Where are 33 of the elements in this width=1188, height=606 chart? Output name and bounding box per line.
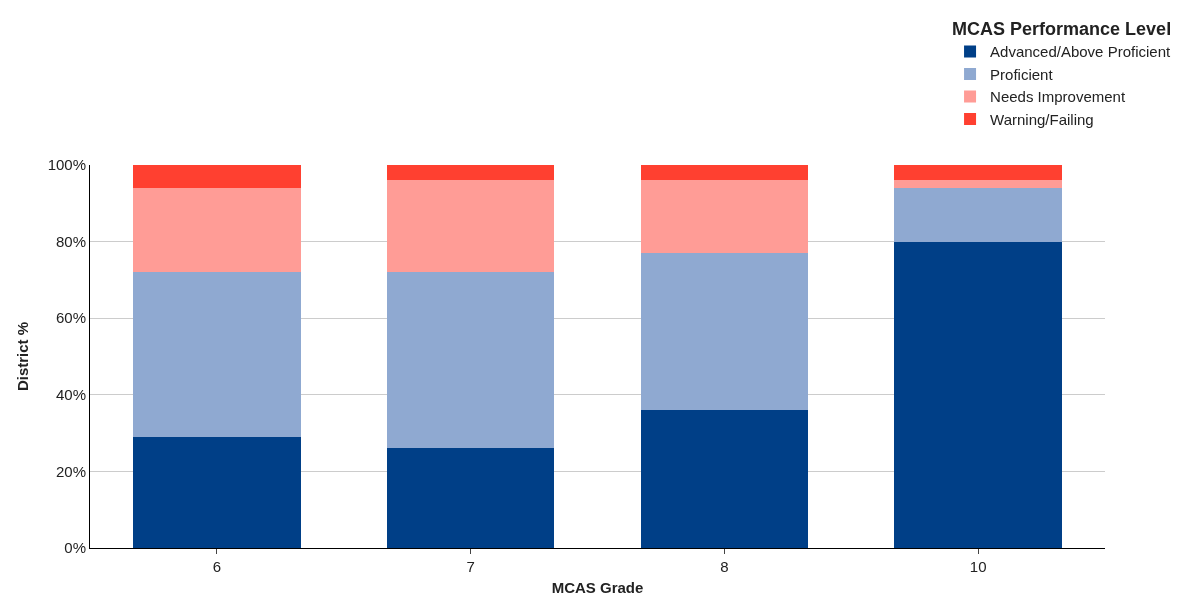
legend-label: Proficient [990,65,1054,83]
bar [386,165,555,181]
bar [894,180,1062,188]
legend-label: Warning/Failing [990,110,1094,128]
bar [133,187,301,273]
bar [386,272,555,449]
bar [640,410,809,548]
bar [640,253,809,411]
bar [133,272,301,437]
bar [894,165,1062,181]
x-axis-title: MCAS Grade [551,579,644,596]
bar [386,448,555,548]
bar [133,165,301,188]
bar [640,180,809,254]
y-tick-label: 0% [64,539,86,557]
bar [894,241,1062,548]
x-tick-label: 10 [969,558,987,575]
legend-label: Advanced/Above Proficient [990,43,1171,61]
y-tick-label: 60% [55,309,86,327]
y-axis-title: District % [13,321,31,392]
y-tick-label: 100% [47,156,86,174]
bar [894,187,1062,242]
x-tick-label: 6 [212,558,222,575]
y-tick-label: 40% [55,386,86,404]
bar [133,436,301,548]
y-tick-label: 80% [55,232,86,250]
bar [386,180,555,273]
x-tick-label: 8 [720,558,729,575]
bar [640,165,809,181]
legend-label: Needs Improvement [990,88,1126,106]
legend-title: MCAS Performance Level [952,19,1172,40]
y-tick-label: 20% [55,462,86,480]
x-tick-label: 7 [466,558,475,575]
